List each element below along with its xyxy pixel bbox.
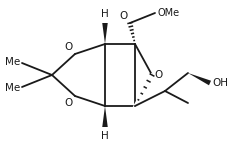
Text: O: O [154, 70, 162, 80]
Text: O: O [120, 11, 128, 21]
Text: H: H [101, 131, 109, 141]
Text: Me: Me [5, 83, 20, 93]
Text: O: O [65, 42, 73, 52]
Text: OMe: OMe [157, 8, 179, 18]
Text: OH: OH [212, 78, 228, 88]
Polygon shape [102, 106, 108, 127]
Polygon shape [188, 73, 211, 85]
Text: H: H [101, 9, 109, 19]
Text: Me: Me [5, 57, 20, 67]
Polygon shape [102, 23, 108, 44]
Text: O: O [65, 98, 73, 108]
